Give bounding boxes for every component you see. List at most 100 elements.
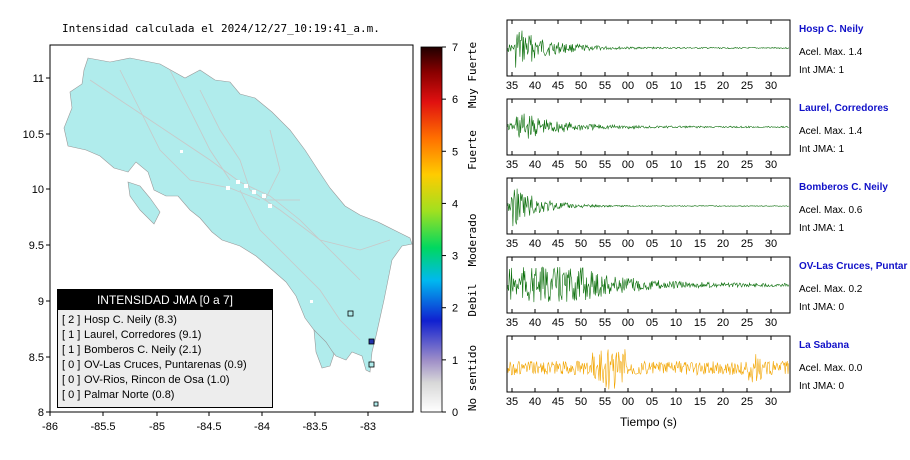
time-tick-label: 00 [622,238,634,250]
time-tick-label: 25 [741,396,753,408]
waveform-trace [507,113,789,139]
time-tick-label: 35 [506,317,518,329]
time-tick-label: 40 [529,159,541,171]
lon-tick-label: -85.5 [90,421,115,433]
lon-tick-label: -84 [254,421,270,433]
legend-item-text: Palmar Norte (0.8) [84,389,175,401]
time-tick-label: 00 [622,159,634,171]
time-tick-label: 00 [622,317,634,329]
legend-item: [ 0 ] Palmar Norte (0.8) [62,388,272,403]
scale-tick-label: 3 [452,251,458,263]
time-tick-label: 55 [599,317,611,329]
waveform-frame [506,335,791,393]
city-markers [160,150,313,303]
time-tick-label: 50 [575,159,587,171]
road-network [89,69,391,341]
scale-category-label: Muy Fuerte [466,42,479,108]
waveform-panel: 35 40 45 50 55 00 05 10 15 20 25 30 [506,19,791,92]
time-tick-label: 05 [646,238,658,250]
time-tick-label: 50 [575,317,587,329]
time-tick-label: 35 [506,238,518,250]
legend-item-level: [ 1 ] [62,344,81,356]
station-name: OV-Las Cruces, Puntar [799,261,908,272]
legend-item-text: Bomberos C. Neily (2.1) [84,344,202,356]
lon-tick-label: -84.5 [196,421,221,433]
time-tick-label: 30 [765,159,777,171]
scale-tick-label: 5 [452,146,458,158]
legend-item-text: Hosp C. Neily (8.3) [84,314,177,326]
lat-tick-label: 9 [38,296,44,308]
time-tick-label: 15 [694,238,706,250]
station-max-acceleration: Acel. Max. 1.4 [799,126,863,137]
scale-category-label: No sentido [466,345,479,411]
time-tick-label: 40 [529,80,541,92]
station-max-acceleration: Acel. Max. 0.2 [799,284,863,295]
time-tick-label: 45 [552,317,564,329]
time-tick-label: 30 [765,80,777,92]
waveform-trace [507,188,789,227]
scale-category-label: Fuerte [466,130,479,170]
legend-item: [ 0 ] OV-Las Cruces, Puntarenas (0.9) [62,358,272,373]
station-max-acceleration: Acel. Max. 0.6 [799,205,863,216]
legend-item-text: OV-Las Cruces, Puntarenas (0.9) [84,359,247,371]
waveform-panel: 35 40 45 50 55 00 05 10 15 20 25 30 [506,256,791,329]
time-tick-label: 50 [575,80,587,92]
legend-list: [ 2 ] Hosp C. Neily (8.3) [ 1 ] Laurel, Cor… [58,313,272,403]
waveform-panel: 35 40 45 50 55 00 05 10 15 20 25 30 [506,177,791,250]
time-tick-label: 45 [552,396,564,408]
waveform-frame [506,256,791,314]
map-title: Intensidad calculada el 2024/12/27_10:19… [62,22,380,35]
time-tick-label: 25 [741,238,753,250]
time-tick-label: 55 [599,238,611,250]
time-tick-label: 45 [552,80,564,92]
time-tick-label: 35 [506,80,518,92]
scale-category-label: Moderado [466,214,479,267]
time-tick-label: 40 [529,317,541,329]
legend-item-text: Laurel, Corredores (9.1) [84,329,202,341]
intensity-legend: INTENSIDAD JMA [0 a 7] [ 2 ] Hosp C. Neil… [57,289,273,408]
scale-tick-label: 6 [452,94,458,106]
station-jma-intensity: Int JMA: 1 [799,144,845,155]
waveform-trace [507,349,789,390]
lon-tick-label: -83.5 [302,421,327,433]
time-tick-label: 30 [765,317,777,329]
time-tick-label: 45 [552,238,564,250]
time-tick-label: 10 [670,238,682,250]
waveform-panel: 35 40 45 50 55 00 05 10 15 20 25 30 [506,335,791,408]
time-tick-label: 05 [646,80,658,92]
time-tick-label: 55 [599,396,611,408]
legend-item-text: OV-Rios, Rincon de Osa (1.0) [84,374,230,386]
legend-item: [ 1 ] Bomberos C. Neily (2.1) [62,343,272,358]
lat-tick-label: 8.5 [29,352,44,364]
lat-tick-label: 8 [38,407,44,419]
waveform-frame [506,19,791,77]
station-markers [347,310,379,407]
legend-item-level: [ 2 ] [62,314,81,326]
time-tick-label: 15 [694,396,706,408]
station-jma-intensity: Int JMA: 1 [799,65,845,76]
station-max-acceleration: Acel. Max. 1.4 [799,47,863,58]
station-max-acceleration: Acel. Max. 0.0 [799,363,863,374]
station-name: Bomberos C. Neily [799,182,888,193]
lon-tick-label: -85 [149,421,165,433]
time-tick-label: 20 [717,159,729,171]
legend-item-level: [ 0 ] [62,389,81,401]
time-tick-label: 05 [646,159,658,171]
legend-item: [ 0 ] OV-Rios, Rincon de Osa (1.0) [62,373,272,388]
time-tick-label: 55 [599,159,611,171]
time-tick-label: 40 [529,396,541,408]
station-jma-intensity: Int JMA: 0 [799,302,845,313]
time-tick-label: 50 [575,238,587,250]
time-tick-label: 15 [694,317,706,329]
time-tick-label: 50 [575,396,587,408]
scale-tick-label: 7 [452,42,458,54]
scale-category-label: Debil [466,283,479,316]
waveform-panel: 35 40 45 50 55 00 05 10 15 20 25 30 [506,98,791,171]
legend-item: [ 1 ] Laurel, Corredores (9.1) [62,328,272,343]
time-tick-label: 55 [599,80,611,92]
time-axis-label: Tiempo (s) [620,415,677,429]
time-tick-label: 10 [670,396,682,408]
station-name: Hosp C. Neily [799,24,864,35]
